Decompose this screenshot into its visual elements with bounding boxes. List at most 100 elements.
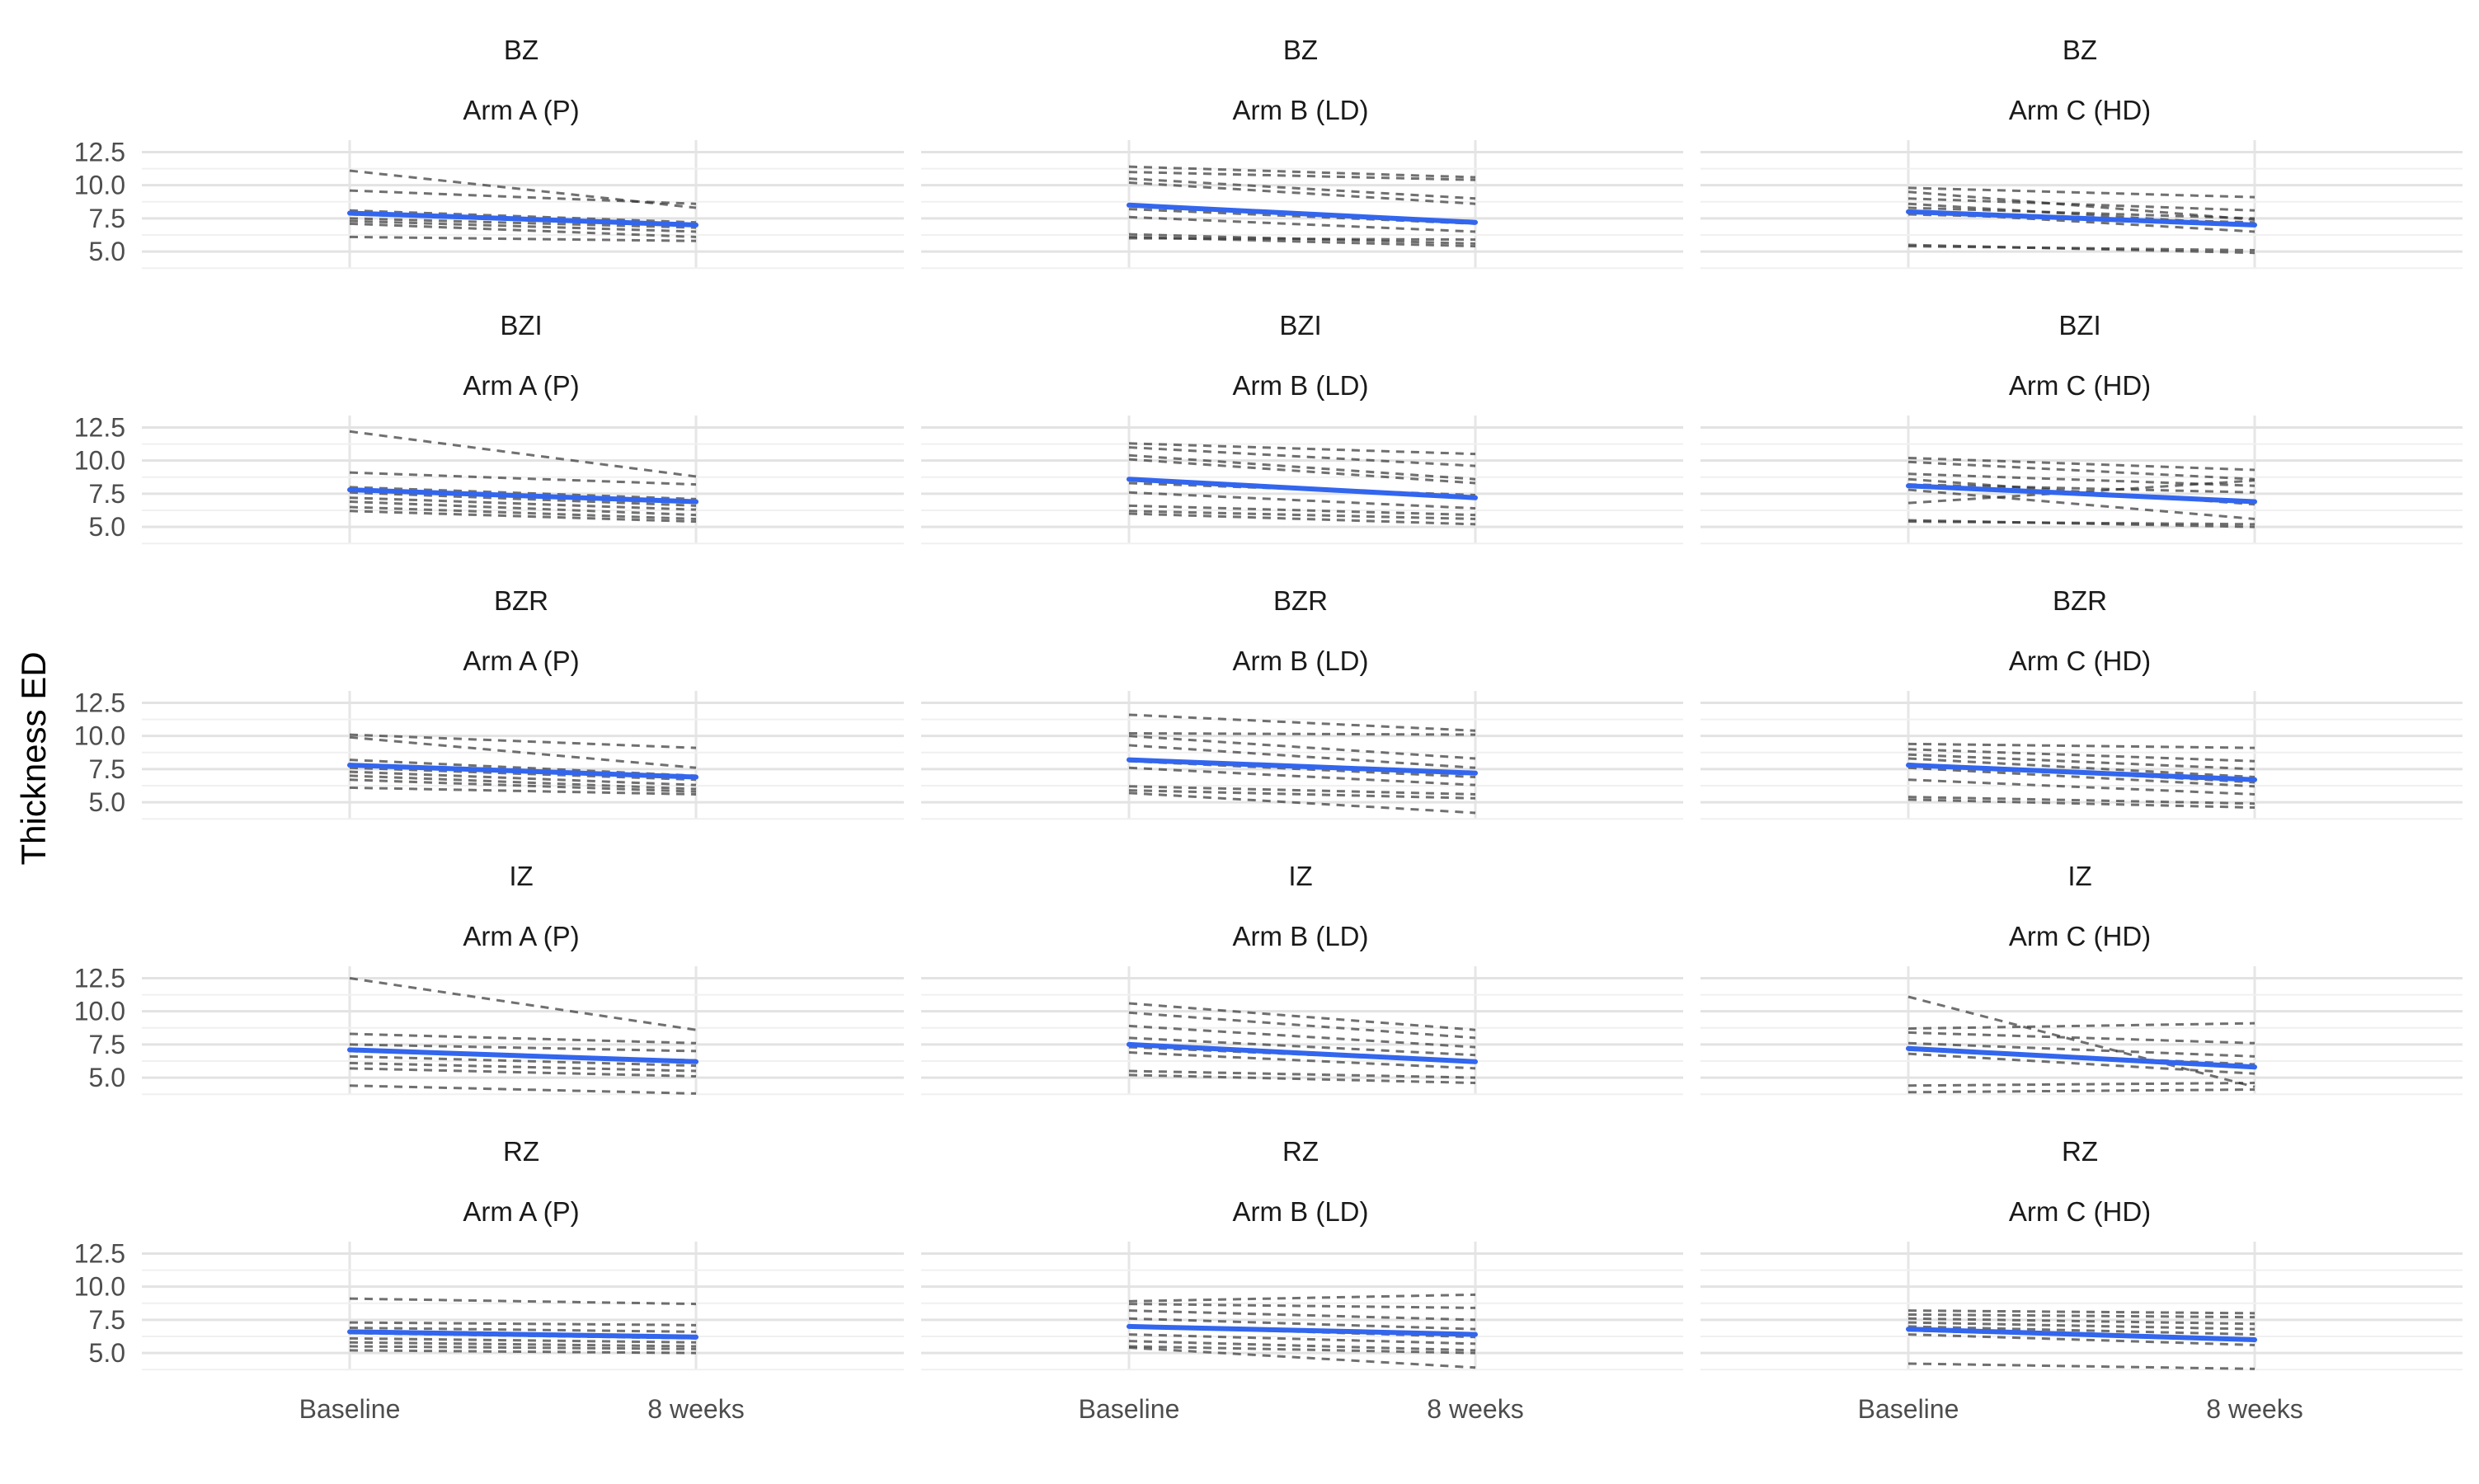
mean-trend-line — [1127, 1323, 1478, 1337]
subject-line — [1907, 210, 2256, 233]
subject-line — [1128, 177, 1476, 200]
strip-label-zone: BZR — [494, 585, 548, 616]
strip-label-zone: BZ — [1283, 35, 1318, 65]
mean-trend-line — [1127, 202, 1478, 225]
y-tick-label: 7.5 — [89, 754, 125, 784]
panel-bzr-3: BZR Arm C (HD) — [1700, 585, 2463, 820]
subject-line — [349, 1336, 697, 1344]
subject-line — [1907, 1021, 2256, 1031]
subject-line — [1907, 753, 2256, 771]
y-axis-label: Thickness ED — [14, 651, 53, 865]
subject-line — [1907, 1041, 2256, 1058]
subject-line — [1907, 1082, 2256, 1087]
subject-line — [1128, 510, 1476, 520]
subject-line — [1128, 744, 1476, 769]
y-tick-label: 5.0 — [89, 787, 125, 817]
subject-line — [1907, 190, 2256, 221]
subject-line — [349, 219, 697, 233]
subject-line — [1128, 1340, 1476, 1352]
subject-line — [349, 1345, 697, 1350]
subject-line — [1128, 442, 1476, 456]
mean-trend-line — [1127, 1041, 1478, 1064]
subject-line — [1907, 1313, 2256, 1319]
strip-label-zone: RZ — [1282, 1136, 1319, 1167]
subject-line — [1128, 1036, 1476, 1057]
subject-line — [349, 774, 697, 791]
panel-iz-3: IZ Arm C (HD) — [1700, 861, 2463, 1096]
subject-line — [1128, 1073, 1476, 1085]
subject-line — [349, 1054, 697, 1068]
subject-line — [1907, 778, 2256, 796]
subject-line — [1128, 713, 1476, 732]
subject-line — [349, 1043, 697, 1053]
subject-line — [1128, 735, 1476, 760]
y-tick-label: 7.5 — [89, 204, 125, 233]
x-tick-label: Baseline — [1079, 1394, 1180, 1424]
subject-line — [349, 500, 697, 517]
subject-line — [1907, 488, 2256, 520]
subject-line — [1128, 512, 1476, 526]
y-tick-label: 10.0 — [74, 446, 125, 476]
mean-trend-line — [1906, 209, 2257, 228]
subject-line — [1907, 206, 2256, 220]
subject-line — [1907, 479, 2256, 505]
strip-label-arm: Arm C (HD) — [2009, 95, 2151, 125]
subject-line — [349, 217, 697, 229]
subject-line — [1128, 1309, 1476, 1322]
strip-label-arm: Arm B (LD) — [1233, 95, 1369, 125]
subject-line — [1128, 1317, 1476, 1331]
x-tick-label: Baseline — [299, 1394, 401, 1424]
subject-line — [1128, 789, 1476, 800]
mean-trend-line — [347, 1047, 699, 1064]
panel-rz-2: RZ Arm B (LD) Baseline 8 weeks — [921, 1136, 1683, 1424]
subject-line — [1907, 1362, 2256, 1370]
strip-label-zone: BZR — [2053, 585, 2107, 616]
strip-label-arm: Arm C (HD) — [2009, 646, 2151, 676]
subject-line — [349, 1067, 697, 1078]
panel-bzi-2: BZI Arm B (LD) — [921, 310, 1683, 545]
subject-line — [1907, 1333, 2256, 1346]
strip-label-arm: Arm A (P) — [463, 1196, 579, 1227]
strip-label-arm: Arm C (HD) — [2009, 1196, 2151, 1227]
y-tick-label: 12.5 — [74, 688, 125, 717]
strip-label-arm: Arm A (P) — [463, 921, 579, 951]
mean-trend-line — [1906, 483, 2257, 505]
panel-rz-1: RZ Arm A (P) 5.07.510.0 12.5 Baseline 8 weeks — [74, 1136, 904, 1424]
subject-line — [349, 1327, 697, 1333]
strip-label-zone: BZI — [500, 310, 542, 340]
subject-line — [1128, 215, 1476, 233]
strip-label-arm: Arm B (LD) — [1233, 370, 1369, 401]
subject-line — [1907, 245, 2256, 251]
strip-label-zone: IZ — [2067, 861, 2091, 891]
subject-line — [349, 770, 697, 787]
strip-label-arm: Arm B (LD) — [1233, 646, 1369, 676]
subject-line — [349, 486, 697, 500]
subject-line — [1128, 446, 1476, 467]
subject-line — [1128, 791, 1476, 815]
mean-trend-line — [1906, 763, 2257, 782]
mean-trend-line — [1906, 1327, 2257, 1343]
subject-line — [1907, 1309, 2256, 1315]
y-tick-label: 5.0 — [89, 237, 125, 266]
mean-trend-line — [347, 210, 699, 228]
y-tick-label: 12.5 — [74, 963, 125, 993]
strip-label-zone: IZ — [1288, 861, 1312, 891]
subject-line — [1128, 1011, 1476, 1040]
y-tick-label: 10.0 — [74, 1272, 125, 1302]
subject-line — [1128, 1024, 1476, 1049]
x-tick-label: 8 weeks — [2206, 1394, 2303, 1424]
panel-rz-3: RZ Arm C (HD) Baseline 8 weeks — [1700, 1136, 2463, 1424]
subject-line — [349, 1341, 697, 1348]
subject-line — [1907, 798, 2256, 810]
subject-line — [349, 510, 697, 524]
subject-line — [349, 430, 697, 478]
y-tick-label: 7.5 — [89, 1030, 125, 1059]
strip-label-zone: BZ — [504, 35, 539, 65]
strip-label-zone: BZ — [2063, 35, 2097, 65]
subject-line — [1128, 237, 1476, 242]
subject-line — [1128, 453, 1476, 481]
subject-line — [1128, 1303, 1476, 1309]
y-tick-label: 10.0 — [74, 997, 125, 1026]
subject-line — [1907, 1321, 2256, 1331]
subject-line — [349, 1061, 697, 1073]
